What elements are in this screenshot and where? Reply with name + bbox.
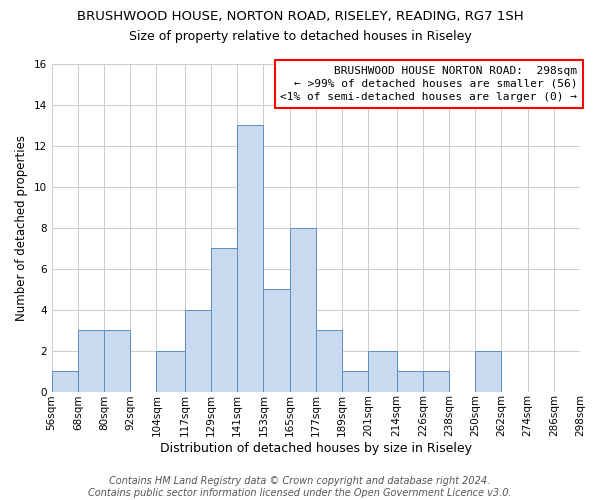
Bar bbox=[237, 126, 263, 392]
Bar bbox=[78, 330, 104, 392]
Bar bbox=[211, 248, 237, 392]
Bar bbox=[368, 350, 397, 392]
Text: Contains HM Land Registry data © Crown copyright and database right 2024.
Contai: Contains HM Land Registry data © Crown c… bbox=[88, 476, 512, 498]
Y-axis label: Number of detached properties: Number of detached properties bbox=[15, 135, 28, 321]
Bar bbox=[423, 371, 449, 392]
Bar bbox=[104, 330, 130, 392]
Bar bbox=[397, 371, 423, 392]
Bar bbox=[316, 330, 342, 392]
Bar bbox=[185, 310, 211, 392]
Bar bbox=[157, 350, 185, 392]
Bar bbox=[290, 228, 316, 392]
Text: Size of property relative to detached houses in Riseley: Size of property relative to detached ho… bbox=[128, 30, 472, 43]
Bar bbox=[263, 289, 290, 392]
X-axis label: Distribution of detached houses by size in Riseley: Distribution of detached houses by size … bbox=[160, 442, 472, 455]
Text: BRUSHWOOD HOUSE NORTON ROAD:  298sqm
← >99% of detached houses are smaller (56)
: BRUSHWOOD HOUSE NORTON ROAD: 298sqm ← >9… bbox=[280, 66, 577, 102]
Text: BRUSHWOOD HOUSE, NORTON ROAD, RISELEY, READING, RG7 1SH: BRUSHWOOD HOUSE, NORTON ROAD, RISELEY, R… bbox=[77, 10, 523, 23]
Bar bbox=[342, 371, 368, 392]
Bar bbox=[52, 371, 78, 392]
Bar bbox=[475, 350, 502, 392]
